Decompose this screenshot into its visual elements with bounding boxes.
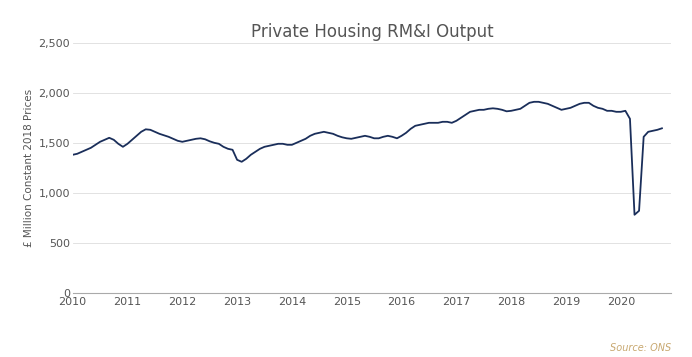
Title: Private Housing RM&I Output: Private Housing RM&I Output (251, 23, 493, 41)
Text: Source: ONS: Source: ONS (610, 343, 671, 353)
Y-axis label: £ Million Constant 2018 Prices: £ Million Constant 2018 Prices (24, 89, 34, 247)
